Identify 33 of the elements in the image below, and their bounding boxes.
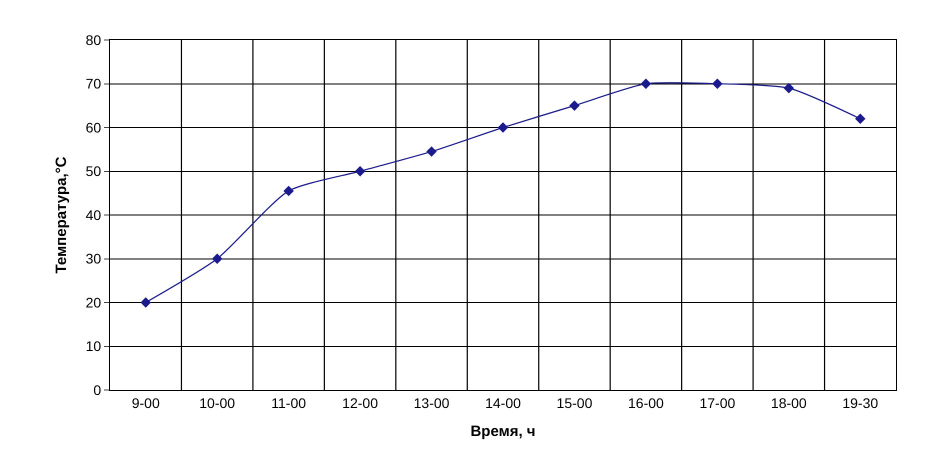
x-axis-title: Время, ч xyxy=(470,422,536,440)
y-tick-label: 80 xyxy=(86,32,102,48)
y-axis-title: Температура,°С xyxy=(52,156,70,274)
y-tick-label: 30 xyxy=(86,250,102,267)
x-tick-label: 12-00 xyxy=(342,394,378,411)
y-tick-label: 60 xyxy=(86,119,102,136)
y-tick-label: 50 xyxy=(86,163,102,180)
point xyxy=(498,122,508,133)
y-tick-label: 0 xyxy=(93,382,102,398)
x-tick-label: 9-00 xyxy=(132,394,160,411)
x-tick-label: 16-00 xyxy=(628,394,664,411)
point xyxy=(569,100,580,111)
x-tick-label: 10-00 xyxy=(199,394,236,411)
x-tick-label: 14-00 xyxy=(485,394,522,411)
x-tick-label: 11-00 xyxy=(271,394,306,411)
x-tick-label: 18-00 xyxy=(770,394,807,411)
point xyxy=(784,82,794,94)
x-tick-label: 15-00 xyxy=(556,394,593,411)
y-tick-label: 70 xyxy=(86,76,102,92)
point xyxy=(354,166,366,176)
point xyxy=(283,186,294,196)
x-tick-label: 17-00 xyxy=(699,394,736,411)
y-tick-label: 20 xyxy=(86,294,102,310)
point xyxy=(855,114,866,124)
y-tick-label: 40 xyxy=(86,206,102,223)
point xyxy=(212,254,222,264)
x-tick-label: 13-00 xyxy=(414,394,450,411)
point xyxy=(712,78,723,89)
y-tick-label: 10 xyxy=(86,338,102,354)
point xyxy=(640,78,652,89)
point xyxy=(140,297,151,308)
x-tick-label: 19-30 xyxy=(842,394,878,411)
point xyxy=(426,146,437,157)
